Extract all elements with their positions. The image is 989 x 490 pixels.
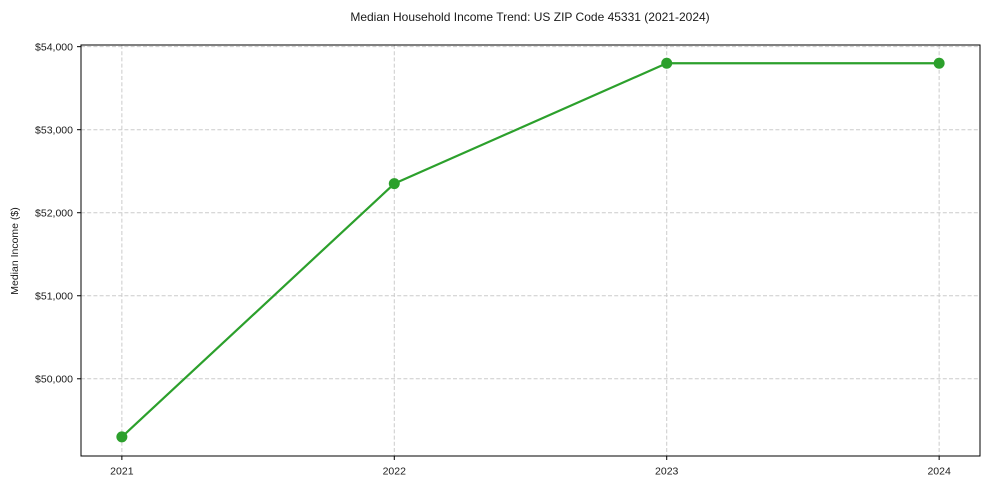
x-tick-label: 2021 [110, 466, 134, 478]
data-series [116, 57, 945, 443]
chart-title: Median Household Income Trend: US ZIP Co… [350, 10, 709, 24]
y-tick-label: $51,000 [35, 290, 73, 302]
x-tick-label: 2024 [927, 466, 951, 478]
data-point [661, 57, 673, 69]
data-point [933, 57, 945, 69]
y-tick-label: $53,000 [35, 124, 73, 136]
plot-border [80, 44, 981, 457]
trend-line [120, 62, 941, 439]
y-axis-label: Median Income ($) [9, 207, 21, 295]
y-tick-label: $52,000 [35, 207, 73, 219]
axes: $50,000 $51,000 $52,000 $53,000 $54,000 2021 2… [35, 41, 981, 478]
y-tick-label: $50,000 [35, 373, 73, 385]
data-point [116, 431, 128, 443]
data-point [388, 178, 400, 190]
y-tick-label: $54,000 [35, 41, 73, 53]
gridlines [81, 45, 980, 456]
x-tick-label: 2023 [655, 466, 679, 478]
x-tick-label: 2022 [383, 466, 407, 478]
